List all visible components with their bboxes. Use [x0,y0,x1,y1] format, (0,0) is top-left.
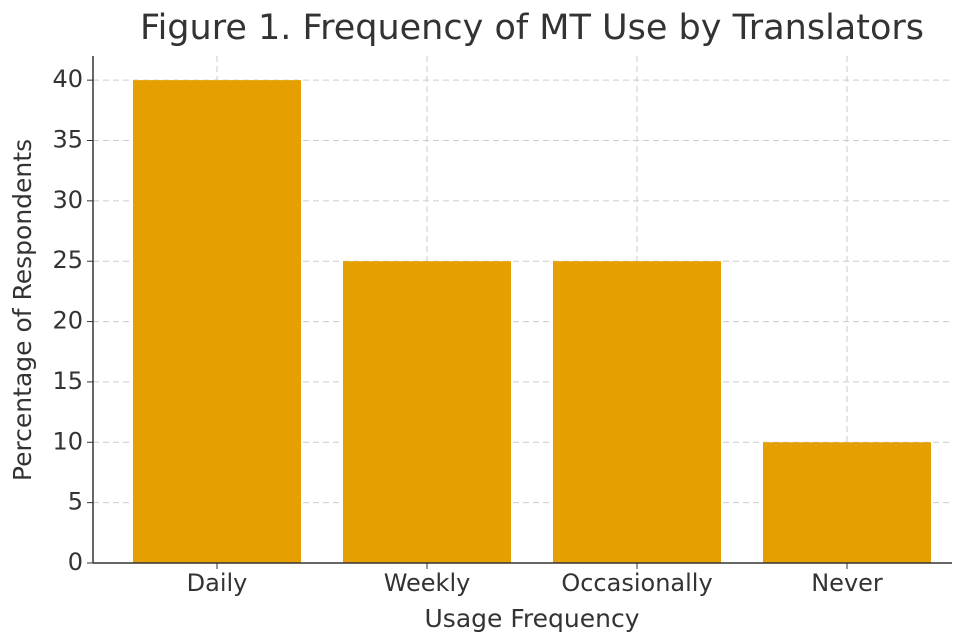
y-tick-label: 35 [52,126,83,154]
bar [763,442,931,563]
y-tick-label: 20 [52,307,83,335]
chart-title: Figure 1. Frequency of MT Use by Transla… [140,8,924,48]
x-tick-label: Occasionally [561,569,712,597]
y-tick-label: 40 [52,65,83,93]
bar [553,261,721,563]
y-tick-label: 25 [52,246,83,274]
x-tick-label: Never [811,569,883,597]
bar [343,261,511,563]
bar [133,80,301,564]
x-tick-label: Weekly [384,569,471,597]
x-axis-label: Usage Frequency [425,604,640,633]
y-axis-label: Percentage of Respondents [8,139,37,481]
y-tick-label: 15 [52,367,83,395]
x-tick-label: Daily [187,569,248,597]
y-tick-label: 0 [68,548,83,576]
y-tick-label: 5 [68,488,83,516]
y-tick-label: 30 [52,186,83,214]
y-tick-label: 10 [52,427,83,455]
